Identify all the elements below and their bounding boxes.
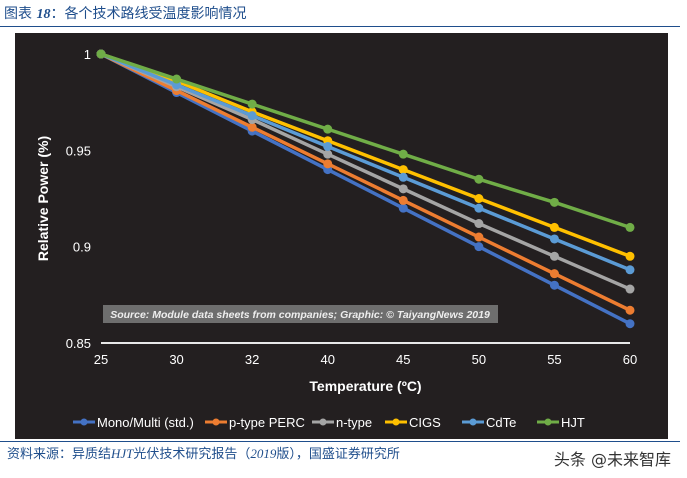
source-note: 资料来源：异质结HJT光伏技术研究报告（2019版），国盛证券研究所 (7, 443, 400, 462)
figure-title: 图表 18：各个技术路线受温度影响情况 (4, 3, 246, 23)
legend-marker (392, 418, 400, 426)
data-point (398, 165, 408, 175)
y-tick-label: 0.85 (66, 336, 91, 351)
x-tick-label: 45 (396, 352, 410, 367)
data-point (247, 99, 257, 109)
series-line-p-type-perc (100, 52, 631, 312)
annotation-text: Source: Module data sheets from companie… (110, 309, 490, 321)
top-rule (0, 26, 680, 27)
data-point (247, 122, 257, 132)
x-tick-label: 40 (320, 352, 334, 367)
legend-marker (319, 418, 327, 426)
legend-label: CIGS (409, 415, 441, 430)
x-axis-title: Temperature (ºC) (309, 378, 421, 394)
legend-label: Mono/Multi (std.) (97, 415, 194, 430)
source-hjt: HJT (111, 446, 134, 461)
data-point (625, 251, 635, 261)
figure-number: 18 (36, 7, 51, 22)
x-tick-label: 25 (94, 352, 108, 367)
annotation-box (103, 305, 498, 323)
data-point (398, 203, 408, 213)
legend-label: n-type (336, 415, 372, 430)
figure-title-text: ：各个技术路线受温度影响情况 (50, 6, 247, 22)
series-line-hjt (100, 52, 631, 230)
legend-label: p-type PERC (229, 415, 305, 430)
source-year: 2019 (250, 446, 277, 461)
data-point (398, 184, 408, 194)
data-point (474, 242, 484, 252)
y-tick-label: 0.95 (66, 143, 91, 158)
data-point (474, 219, 484, 229)
data-point (96, 49, 106, 59)
data-point (549, 222, 559, 232)
data-point (398, 195, 408, 205)
data-point (625, 319, 635, 329)
data-point (398, 172, 408, 182)
chart-panel (15, 33, 668, 439)
data-point (549, 234, 559, 244)
y-tick-label: 1 (84, 47, 91, 62)
data-point (474, 232, 484, 242)
data-point (625, 305, 635, 315)
data-point (247, 111, 257, 121)
figure-label: 图表 (4, 6, 32, 22)
data-point (625, 284, 635, 294)
data-point (323, 159, 333, 169)
data-point (323, 124, 333, 134)
legend-marker (80, 418, 88, 426)
x-tick-label: 32 (245, 352, 259, 367)
data-point (323, 149, 333, 159)
data-point (549, 280, 559, 290)
data-point (474, 203, 484, 213)
source-middle: 光伏技术研究报告（ (133, 447, 251, 462)
y-tick-label: 0.9 (73, 240, 91, 255)
data-point (398, 149, 408, 159)
x-tick-label: 30 (169, 352, 183, 367)
legend-marker (212, 418, 220, 426)
series-line-n-type (100, 52, 631, 291)
source-suffix: 版），国盛证券研究所 (276, 447, 400, 462)
data-point (172, 74, 182, 84)
legend-label: HJT (561, 415, 585, 430)
legend-marker (469, 418, 477, 426)
data-point (625, 222, 635, 232)
watermark: 头条 @未来智库 (553, 450, 671, 469)
data-point (474, 174, 484, 184)
x-tick-label: 55 (547, 352, 561, 367)
series-line-mono-multi-std- (100, 52, 631, 326)
data-point (549, 197, 559, 207)
y-axis-title: Relative Power (%) (35, 136, 51, 261)
legend-marker (544, 418, 552, 426)
series-line-cdte (100, 52, 631, 272)
x-tick-label: 50 (472, 352, 486, 367)
legend-label: CdTe (486, 415, 516, 430)
x-tick-label: 60 (623, 352, 637, 367)
series-line-cigs (100, 52, 631, 258)
data-point (323, 141, 333, 151)
bottom-rule (0, 441, 680, 442)
data-point (474, 194, 484, 203)
source-prefix: 资料来源：异质结 (7, 447, 112, 462)
data-point (625, 265, 635, 275)
data-point (549, 269, 559, 279)
data-point (549, 251, 559, 261)
